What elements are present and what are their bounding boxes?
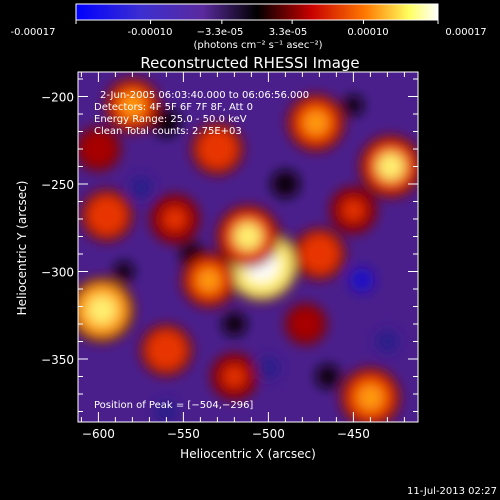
colorbar-units: (photons cm⁻² s⁻¹ asec⁻²) xyxy=(193,40,322,51)
heatmap-dark-lane xyxy=(315,364,340,389)
x-tick-label: −550 xyxy=(167,427,200,441)
heatmap-negative-spot xyxy=(349,268,374,293)
heatmap-negative-spot xyxy=(256,355,281,380)
heatmap-core xyxy=(224,366,245,387)
heatmap-dark-lane xyxy=(271,170,300,198)
heatmap-core xyxy=(233,222,263,251)
heatmap-core xyxy=(308,242,331,266)
heatmap-dark-lane xyxy=(113,261,134,282)
heatmap-core xyxy=(87,295,117,325)
colorbar-tick-label: −3.3e-05 xyxy=(197,27,244,38)
time-range-annotation: 2-Jun-2005 06:03:40.000 to 06:06:56.000 xyxy=(100,90,309,101)
y-axis-ticks xyxy=(78,78,418,412)
colorbar-tick-label: 0.00010 xyxy=(347,27,388,38)
heatmap-negative-spot xyxy=(154,399,179,422)
heatmap-image xyxy=(78,77,418,422)
colorbar-tick-label: 0.00017 xyxy=(445,27,486,38)
chart-title: Reconstructed RHESSI Image xyxy=(140,54,359,72)
colorbar-tick-label: 3.3e-05 xyxy=(269,27,307,38)
heatmap-core xyxy=(196,268,221,293)
heatmap-dark-lane xyxy=(152,108,181,137)
heatmap-core xyxy=(376,152,405,181)
y-tick-label: −250 xyxy=(41,178,74,192)
x-tick-label: −450 xyxy=(337,427,370,441)
plot-frame xyxy=(77,71,419,423)
heatmap-core xyxy=(155,339,178,362)
heatmap-dark-lane xyxy=(343,95,364,116)
heatmap-core xyxy=(303,110,329,136)
heatmap-negative-spot xyxy=(128,175,153,200)
footer-date: 11-Jul-2013 02:27 xyxy=(407,486,497,497)
heatmap-dark-lane xyxy=(222,312,247,336)
clean-counts-annotation: Clean Total counts: 2.75E+03 xyxy=(94,126,242,137)
x-axis-tick-labels: −600 −550 −500 −450 xyxy=(82,427,370,441)
y-tick-label: −200 xyxy=(41,91,74,105)
peak-position-annotation: Position of Peak = [−504,−296] xyxy=(94,400,253,411)
heatmap-core xyxy=(297,315,315,333)
x-axis-ticks xyxy=(80,72,405,422)
colorbar-tick-label: -0.00017 xyxy=(11,27,56,38)
y-tick-label: −300 xyxy=(41,266,74,280)
heatmap-core xyxy=(206,137,229,161)
energy-range-annotation: Energy Range: 25.0 - 50.0 keV xyxy=(94,114,247,125)
heatmap-core xyxy=(357,384,384,411)
heatmap-negative-spot xyxy=(375,329,400,354)
heatmap-core xyxy=(164,208,186,230)
heatmap-core xyxy=(95,204,119,227)
y-axis-label: Heliocentric Y (arcsec) xyxy=(15,181,29,316)
heatmap-core xyxy=(89,139,108,159)
x-axis-label: Heliocentric X (arcsec) xyxy=(180,447,316,461)
colorbar-ticks xyxy=(75,20,439,24)
y-tick-label: −350 xyxy=(41,353,74,367)
y-axis-tick-labels: −200 −250 −300 −350 xyxy=(41,91,74,368)
colorbar-tick-label: -0.00010 xyxy=(128,27,173,38)
heatmap-core xyxy=(120,93,145,118)
x-tick-label: −600 xyxy=(82,427,115,441)
heatmap-core xyxy=(343,200,364,221)
colorbar xyxy=(75,3,439,21)
x-tick-label: −500 xyxy=(252,427,285,441)
detectors-annotation: Detectors: 4F 5F 6F 7F 8F, Att 0 xyxy=(94,102,253,113)
